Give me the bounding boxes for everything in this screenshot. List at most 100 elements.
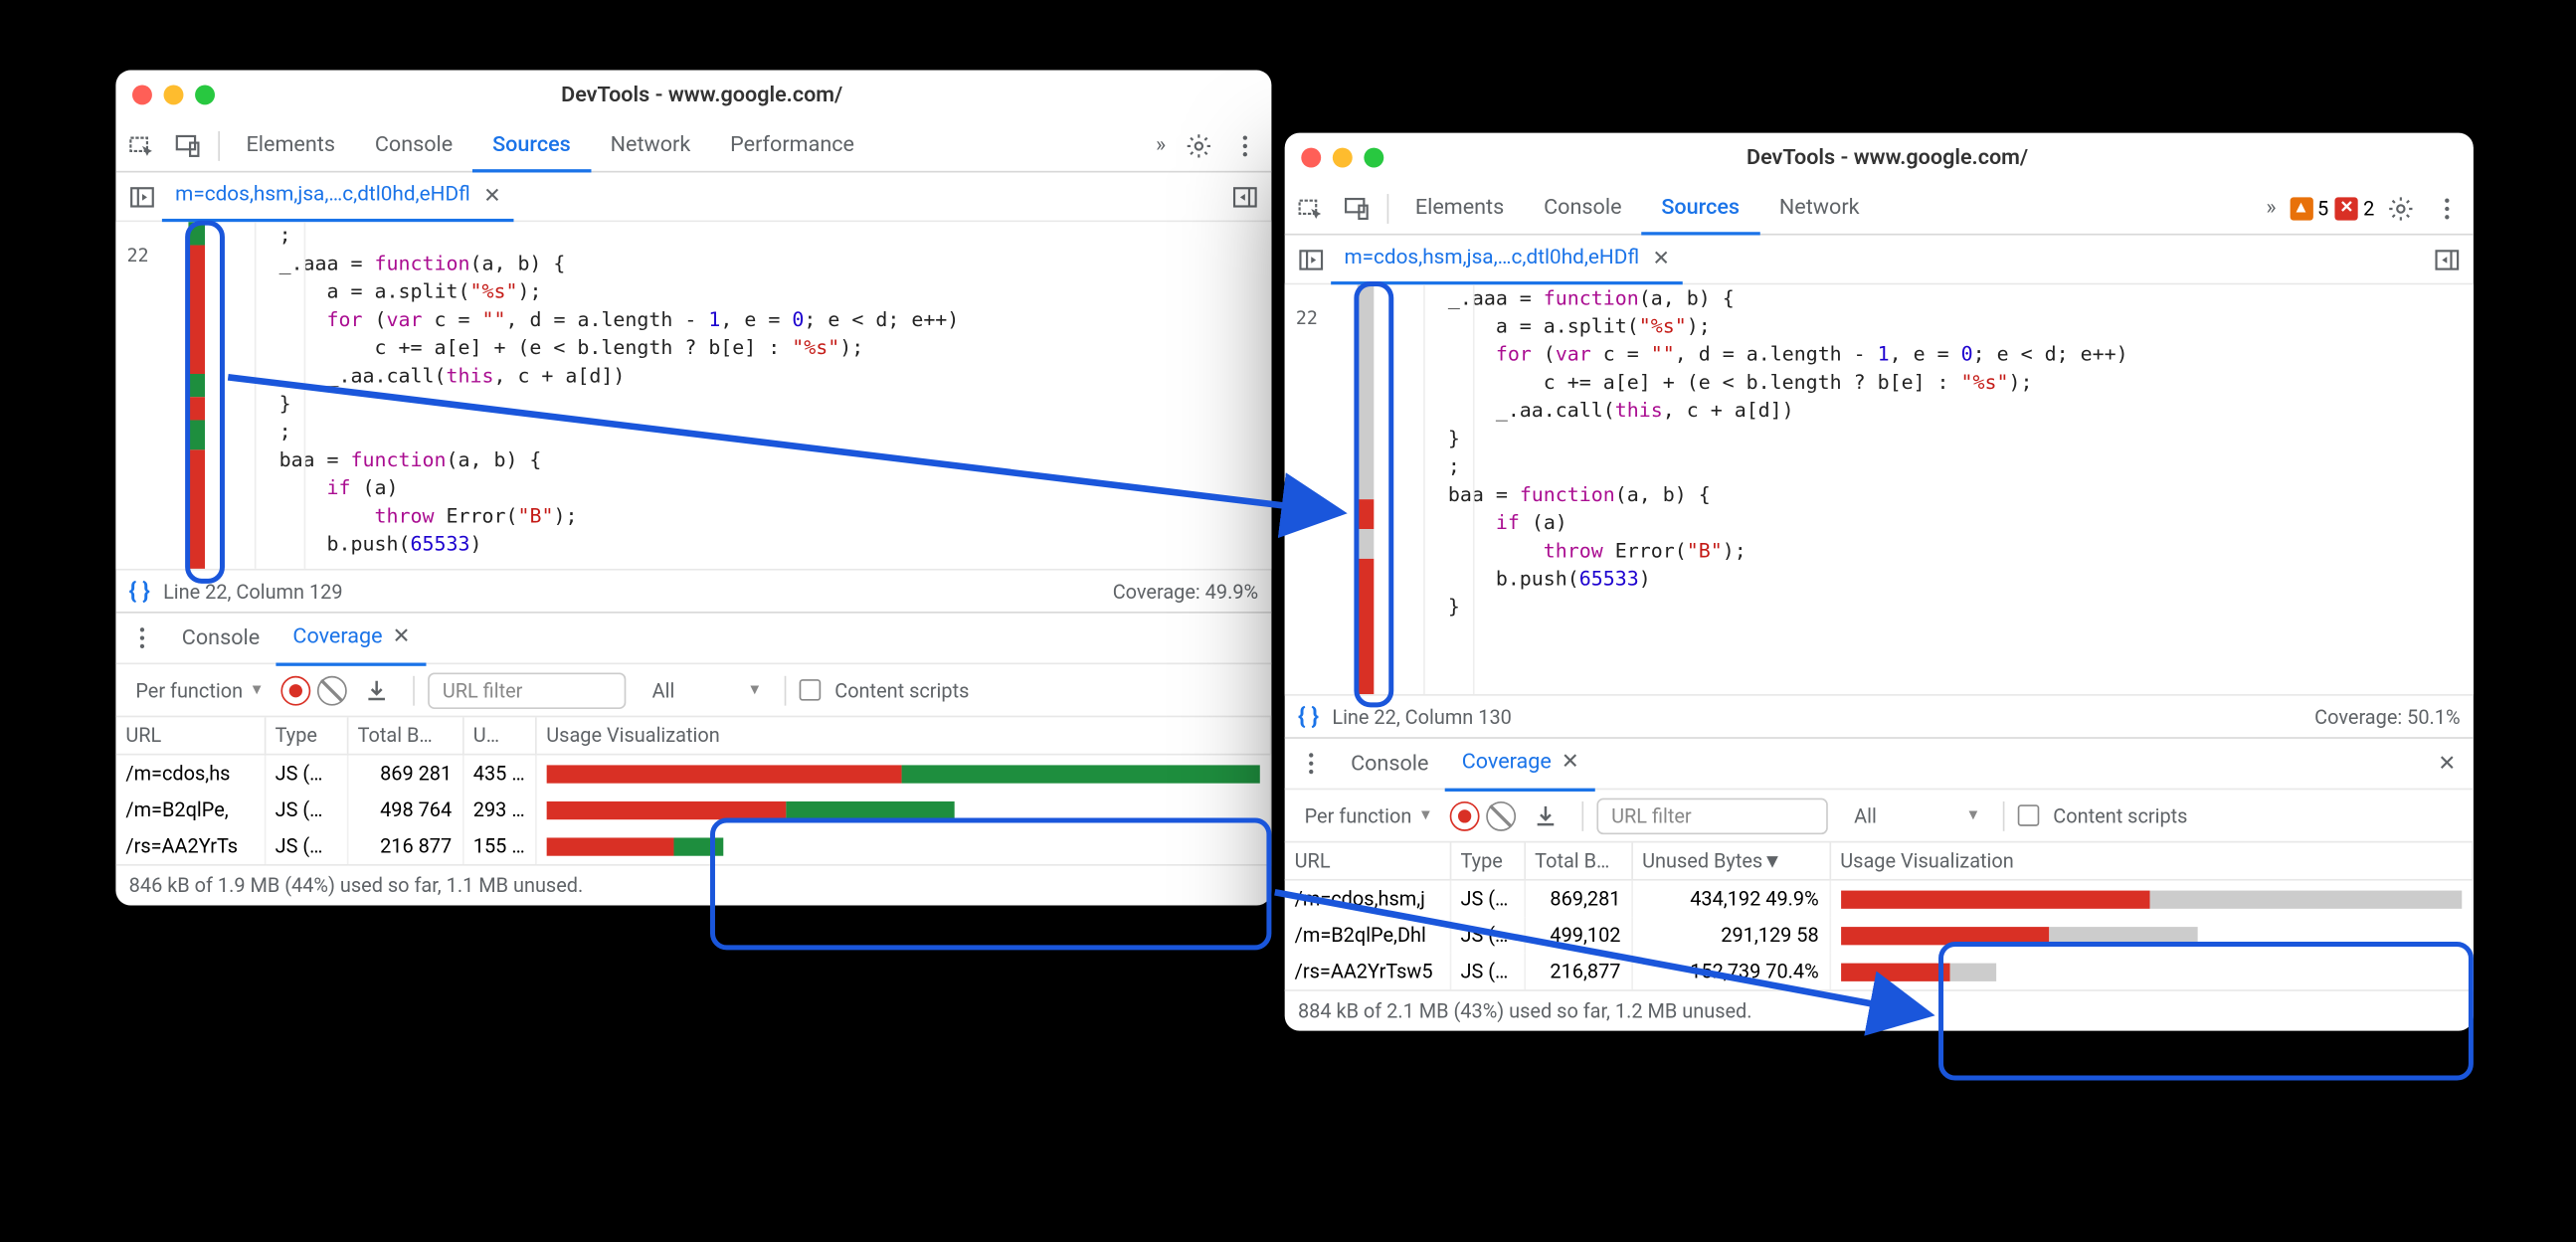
col-total[interactable]: Total B… <box>347 717 462 754</box>
table-row[interactable]: /m=B2qlPe,DhlJS (…499,102291,129 58 <box>1285 917 2473 954</box>
export-icon[interactable] <box>1522 792 1567 837</box>
content-scripts-checkbox[interactable] <box>800 679 822 701</box>
type-select[interactable]: All▼ <box>1844 803 1990 826</box>
code-editor[interactable]: 22 _.aaa = function(a, b) { a = a.split(… <box>1285 284 2474 694</box>
col-unused[interactable]: U… <box>462 717 535 754</box>
file-tab[interactable]: m=cdos,hsm,jsa,…c,dtl0hd,eHDfl ✕ <box>162 171 514 221</box>
editor-statusbar: { } Line 22, Column 129 Coverage: 49.9% <box>115 568 1271 611</box>
toggle-debugger-icon[interactable] <box>2427 239 2467 278</box>
url-filter-input[interactable]: URL filter <box>1596 797 1827 833</box>
settings-icon[interactable] <box>1176 121 1221 167</box>
drawer-tab-console[interactable]: Console <box>165 612 276 662</box>
content-scripts-checkbox[interactable] <box>2018 804 2040 826</box>
minimize-dot[interactable] <box>164 85 184 104</box>
coverage-footer: 884 kB of 2.1 MB (43%) used so far, 1.2 … <box>1285 989 2474 1030</box>
col-url[interactable]: URL <box>1285 842 1450 879</box>
code-content: ; _.aaa = function(a, b) { a = a.split("… <box>198 222 1271 569</box>
file-tab-label: m=cdos,hsm,jsa,…c,dtl0hd,eHDfl <box>175 182 470 207</box>
clear-icon[interactable] <box>317 674 347 704</box>
warning-badge[interactable]: ▲5 <box>2290 196 2328 219</box>
warning-icon: ▲ <box>2290 196 2312 219</box>
content-scripts-label: Content scripts <box>834 678 969 701</box>
content-scripts-label: Content scripts <box>2053 803 2187 826</box>
code-content: _.aaa = function(a, b) { a = a.split("%s… <box>1368 284 2474 694</box>
col-type[interactable]: Type <box>1450 842 1525 879</box>
record-icon[interactable] <box>1449 800 1479 830</box>
close-dot[interactable] <box>1301 147 1321 167</box>
tab-network[interactable]: Network <box>1759 181 1880 234</box>
file-tab-row: m=cdos,hsm,jsa,…c,dtl0hd,eHDfl ✕ <box>1285 235 2474 284</box>
tab-elements[interactable]: Elements <box>1395 181 1524 234</box>
per-function-select[interactable]: Per function▼ <box>1295 803 1443 826</box>
export-icon[interactable] <box>353 666 399 712</box>
toggle-debugger-icon[interactable] <box>1225 176 1265 216</box>
cursor-position: Line 22, Column 129 <box>163 579 342 602</box>
line-number: 22 <box>1296 307 1318 329</box>
drawer-kebab-icon[interactable] <box>1288 740 1334 786</box>
tab-sources[interactable]: Sources <box>1641 181 1759 234</box>
clear-icon[interactable] <box>1486 800 1516 830</box>
table-row[interactable]: /rs=AA2YrTsw5JS (…216,877152,739 70.4% <box>1285 953 2473 989</box>
device-icon[interactable] <box>165 121 211 167</box>
tab-performance[interactable]: Performance <box>710 118 874 171</box>
col-total[interactable]: Total B… <box>1524 842 1631 879</box>
kebab-icon[interactable] <box>2424 184 2470 230</box>
coverage-pct: Coverage: 49.9% <box>1113 579 1258 602</box>
pretty-print-icon[interactable]: { } <box>129 578 150 605</box>
table-row[interactable]: /rs=AA2YrTsJS (…216 877155 … <box>115 827 1270 864</box>
titlebar: DevTools - www.google.com/ <box>115 70 1271 119</box>
error-badge[interactable]: ✕2 <box>2335 196 2374 219</box>
tab-elements[interactable]: Elements <box>227 118 355 171</box>
drawer-kebab-icon[interactable] <box>119 615 165 660</box>
file-tab-row: m=cdos,hsm,jsa,…c,dtl0hd,eHDfl ✕ <box>115 172 1271 222</box>
code-editor[interactable]: 22 ; _.aaa = function(a, b) { a = a.spli… <box>115 222 1271 569</box>
settings-icon[interactable] <box>2378 184 2424 230</box>
col-type[interactable]: Type <box>265 717 347 754</box>
more-tabs-icon[interactable]: » <box>2256 195 2286 220</box>
toggle-navigator-icon[interactable] <box>122 176 162 216</box>
device-icon[interactable] <box>1334 184 1380 230</box>
close-icon[interactable]: ✕ <box>483 181 500 208</box>
more-tabs-icon[interactable]: » <box>1146 132 1176 157</box>
file-tab[interactable]: m=cdos,hsm,jsa,…c,dtl0hd,eHDfl ✕ <box>1331 234 1683 283</box>
kebab-icon[interactable] <box>1222 121 1268 167</box>
titlebar: DevTools - www.google.com/ <box>1285 132 2474 182</box>
close-drawer-icon[interactable]: ✕ <box>2424 740 2470 786</box>
pretty-print-icon[interactable]: { } <box>1298 703 1319 730</box>
close-icon[interactable]: ✕ <box>1652 244 1669 270</box>
window-title: DevTools - www.google.com/ <box>215 83 1189 107</box>
panel-tabs: Elements Console Sources Network <box>1395 181 2257 234</box>
inspect-icon[interactable] <box>1288 184 1334 230</box>
tab-console[interactable]: Console <box>1524 181 1641 234</box>
file-tab-label: m=cdos,hsm,jsa,…c,dtl0hd,eHDfl <box>1344 245 1639 269</box>
table-row[interactable]: /m=cdos,hsJS (…869 281435 … <box>115 754 1270 791</box>
inspect-icon[interactable] <box>119 121 165 167</box>
zoom-dot[interactable] <box>1364 147 1383 167</box>
close-dot[interactable] <box>132 85 152 104</box>
record-icon[interactable] <box>280 674 310 704</box>
tab-sources[interactable]: Sources <box>472 118 591 171</box>
window-title: DevTools - www.google.com/ <box>1383 145 2391 170</box>
drawer-tab-console[interactable]: Console <box>1334 738 1445 789</box>
zoom-dot[interactable] <box>195 85 215 104</box>
drawer-tabs: Console Coverage✕ <box>115 612 1271 664</box>
tab-network[interactable]: Network <box>591 118 711 171</box>
per-function-select[interactable]: Per function▼ <box>125 678 274 701</box>
panel-tabs: Elements Console Sources Network Perform… <box>227 118 1146 171</box>
close-icon[interactable]: ✕ <box>393 623 411 648</box>
minimize-dot[interactable] <box>1333 147 1353 167</box>
main-toolbar: Elements Console Sources Network Perform… <box>115 119 1271 172</box>
toggle-navigator-icon[interactable] <box>1291 239 1331 278</box>
url-filter-input[interactable]: URL filter <box>428 671 626 708</box>
col-unused[interactable]: Unused Bytes▼ <box>1631 842 1829 879</box>
drawer-tab-coverage[interactable]: Coverage✕ <box>1445 736 1595 791</box>
col-viz[interactable]: Usage Visualization <box>1829 842 2473 879</box>
col-viz[interactable]: Usage Visualization <box>535 717 1270 754</box>
close-icon[interactable]: ✕ <box>1562 749 1579 774</box>
table-row[interactable]: /m=B2qlPe,JS (…498 764293 … <box>115 791 1270 827</box>
col-url[interactable]: URL <box>115 717 264 754</box>
type-select[interactable]: All▼ <box>643 678 772 701</box>
table-row[interactable]: /m=cdos,hsm,jJS (…869,281434,192 49.9% <box>1285 879 2473 916</box>
tab-console[interactable]: Console <box>355 118 472 171</box>
drawer-tab-coverage[interactable]: Coverage✕ <box>276 611 427 665</box>
